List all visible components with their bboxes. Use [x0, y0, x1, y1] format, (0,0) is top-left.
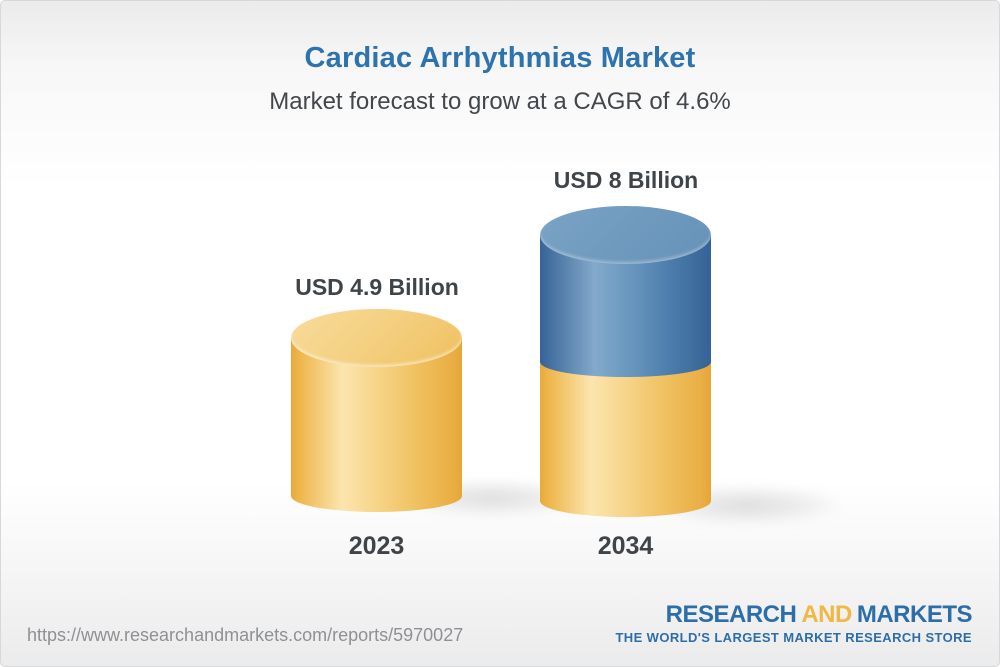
- logo-word-markets: MARKETS: [856, 601, 973, 628]
- logo-tagline: THE WORLD'S LARGEST MARKET RESEARCH STOR…: [615, 630, 972, 645]
- value-label-2023: USD 4.9 Billion: [295, 274, 459, 300]
- researchandmarkets-logo: RESEARCH AND MARKETS THE WORLD'S LARGEST M…: [615, 601, 972, 645]
- chart-title: Cardiac Arrhythmias Market: [304, 42, 696, 74]
- bar-2034-top-cap: [540, 206, 711, 264]
- logo-word-research: RESEARCH: [665, 601, 797, 628]
- logo-wordmark: RESEARCH AND MARKETS: [615, 601, 973, 629]
- logo-word-and: AND: [801, 601, 852, 628]
- bar-2023-top-cap: [291, 309, 462, 367]
- bar-2023: [291, 309, 462, 512]
- value-label-2034: USD 8 Billion: [553, 167, 699, 193]
- chart-subtitle: Market forecast to grow at a CAGR of 4.6…: [269, 88, 731, 115]
- report-url: https://www.researchandmarkets.com/repor…: [27, 625, 464, 645]
- category-label-2034: 2034: [597, 532, 654, 560]
- bar-2034: [540, 206, 711, 517]
- bar-2023-body: [291, 338, 462, 512]
- category-label-2023: 2023: [348, 532, 405, 560]
